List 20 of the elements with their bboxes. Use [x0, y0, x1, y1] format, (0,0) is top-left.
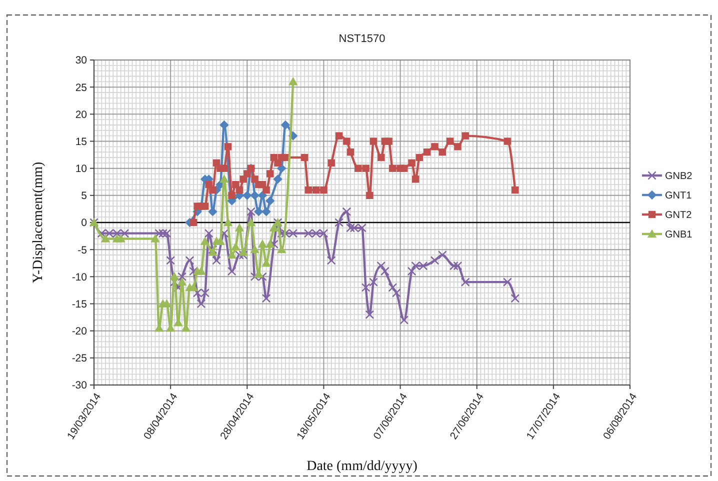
- y-tick-label: -30: [72, 380, 88, 392]
- y-tick-label: 20: [75, 108, 88, 121]
- y-tick-label: 10: [75, 163, 88, 176]
- y-tick-label: -5: [78, 244, 88, 256]
- legend-label: GNB2: [665, 171, 693, 182]
- y-tick-label: -20: [72, 326, 88, 338]
- y-tick-label: 0: [81, 217, 88, 230]
- y-tick-label: -15: [72, 298, 88, 310]
- y-tick-label: -10: [72, 271, 88, 284]
- y-tick-label: -25: [72, 352, 88, 365]
- legend-label: GNB1: [665, 230, 693, 240]
- y-tick-label: 30: [75, 54, 88, 67]
- y-tick-label: 5: [81, 190, 88, 202]
- y-axis-title: Y-Displacement(mm): [31, 162, 46, 284]
- legend-label: GNT1: [665, 190, 692, 202]
- y-tick-label: 25: [75, 82, 88, 94]
- legend-label: GNT2: [665, 210, 692, 221]
- chart-title: NST1570: [338, 33, 386, 45]
- y-tick-label: 15: [75, 136, 88, 148]
- x-axis-title: Date (mm/dd/yyyy): [306, 459, 418, 474]
